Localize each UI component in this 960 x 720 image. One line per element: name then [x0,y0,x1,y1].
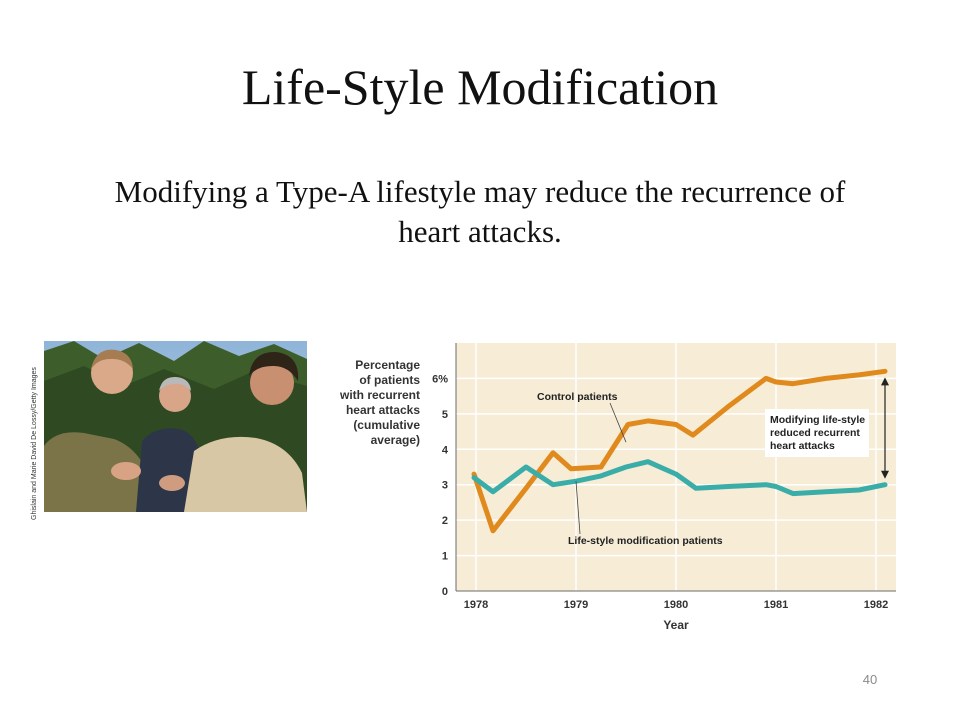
series-label-lifestyle: Life-style modification patients [568,535,723,547]
series-line-lifestyle [471,459,888,497]
y-tick-label: 2 [442,515,448,527]
series-line-control [471,368,888,534]
annotation-arrow-head-down [881,470,889,479]
annotation-text-line: reduced recurrent [770,427,860,439]
leader-line-control [609,402,627,443]
x-tick-label: 1980 [664,599,688,611]
y-tick-label: 3 [442,480,448,492]
y-axis-label-line: Percentage [355,358,420,372]
y-axis-label-line: with recurrent [340,388,420,402]
y-tick-label: 4 [442,444,449,456]
slide-subtitle: Modifying a Type-A lifestyle may reduce … [114,174,846,249]
photo-credit: Ghislain and Marie David De Lossy/Getty … [31,367,38,520]
recurrence-line-chart: 0 1 2 3 4 5 6% 1978 1979 1980 1981 1982 Year Percenta… [340,343,896,632]
x-tick-label: 1981 [764,599,788,611]
y-tick-label: 1 [442,551,448,563]
page-number: 40 [862,672,878,687]
x-tick-label: 1982 [864,599,888,611]
y-axis-label-line: heart attacks [346,403,420,417]
y-axis-label-line: of patients [359,373,420,387]
photo-three-men-laughing [44,341,307,512]
y-tick-label: 5 [442,409,448,421]
y-axis-label-line: average) [371,433,420,447]
leader-line-lifestyle [575,481,581,535]
y-tick-label: 6% [432,373,448,385]
y-tick-label: 0 [442,586,448,598]
annotation-text-line: Modifying life-style [770,414,865,426]
y-axis-label-line: (cumulative [353,418,420,432]
slide-title: Life-Style Modification [241,59,719,115]
annotation-arrow-head-up [881,377,889,386]
series-label-control: Control patients [537,391,618,403]
x-tick-label: 1978 [464,599,488,611]
x-axis-label: Year [663,618,689,632]
x-tick-label: 1979 [564,599,588,611]
annotation-text-line: heart attacks [770,440,835,452]
annotation-background [765,409,869,457]
